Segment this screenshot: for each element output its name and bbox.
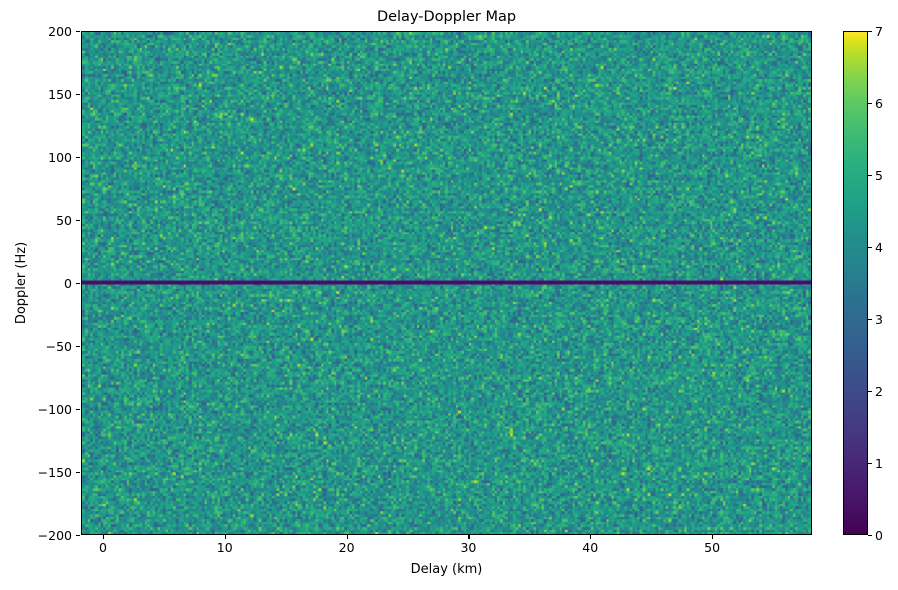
colorbar[interactable] [843,31,868,535]
x-tick-mark [712,535,714,539]
colorbar-tick-mark [868,175,872,177]
x-tick-mark [468,535,470,539]
y-tick-mark [76,31,80,33]
colorbar-tick-label: 5 [875,167,883,183]
chart-title: Delay-Doppler Map [376,9,517,25]
y-tick-mark [76,346,80,348]
y-tick-mark [76,283,80,285]
y-tick-mark [76,409,80,411]
y-tick-mark [76,220,80,222]
colorbar-tick-mark [868,103,872,105]
x-axis-label: Delay (km) [410,562,483,577]
colorbar-tick-label: 2 [875,383,883,399]
colorbar-tick-mark [868,391,872,393]
y-tick-mark [76,535,80,537]
y-tick-label: 100 [48,149,72,165]
x-tick-label: 40 [582,540,599,555]
x-tick-mark [346,535,348,539]
y-tick-label: 200 [48,23,72,39]
heatmap-image [82,32,811,534]
x-tick-label: 10 [216,540,233,555]
y-tick-label: 0 [64,275,72,291]
colorbar-tick-mark [868,463,872,465]
y-tick-label: −50 [45,338,72,354]
colorbar-tick-label: 1 [875,455,883,471]
colorbar-tick-mark [868,247,872,249]
y-axis-label: Doppler (Hz) [14,241,29,325]
y-tick-label: 150 [48,86,72,102]
x-tick-label: 0 [98,540,107,555]
x-tick-mark [590,535,592,539]
y-tick-mark [76,472,80,474]
colorbar-tick-label: 0 [875,527,883,543]
x-tick-label: 30 [460,540,477,555]
y-tick-mark [76,94,80,96]
y-tick-label: −100 [37,401,72,417]
x-tick-mark [102,535,105,539]
y-tick-label: 50 [56,212,72,228]
x-tick-label: 50 [704,540,721,555]
delay-doppler-heatmap-axes[interactable] [81,31,812,535]
colorbar-tick-label: 6 [875,95,883,111]
y-tick-label: −150 [37,464,72,480]
x-tick-mark [224,535,226,539]
colorbar-tick-label: 4 [875,239,883,255]
colorbar-tick-mark [868,31,872,33]
y-tick-mark [76,157,80,159]
colorbar-tick-mark [868,535,872,537]
x-tick-label: 20 [338,540,355,555]
colorbar-tick-label: 3 [875,311,883,327]
y-tick-label: −200 [37,527,72,543]
colorbar-tick-label: 7 [875,23,883,39]
colorbar-tick-mark [868,319,872,321]
